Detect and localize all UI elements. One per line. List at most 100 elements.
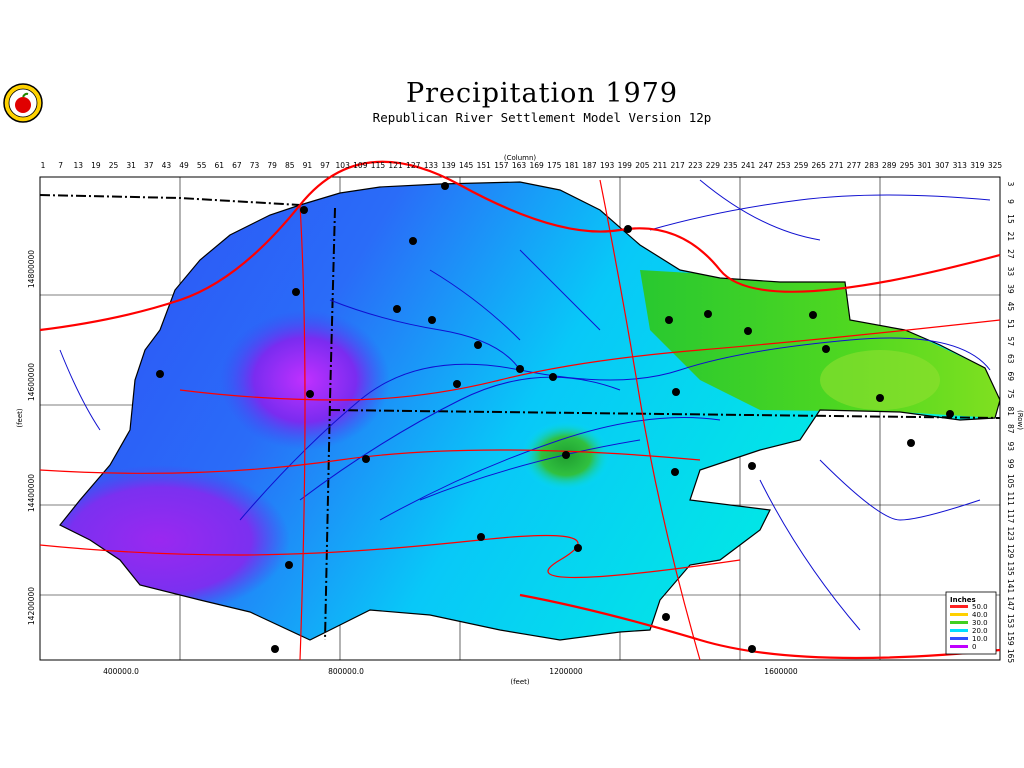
- y-tick-label: 14600000: [27, 363, 36, 401]
- column-tick-label: 205: [635, 161, 650, 170]
- row-tick-label: 33: [1006, 267, 1015, 277]
- row-tick-label: 39: [1006, 284, 1015, 294]
- row-tick-label: 141: [1006, 579, 1015, 594]
- map-subtitle: Republican River Settlement Model Versio…: [372, 110, 712, 125]
- column-tick-label: 283: [864, 161, 879, 170]
- column-tick-label: 61: [215, 161, 225, 170]
- row-tick-label: 165: [1006, 649, 1015, 664]
- map-title: Precipitation 1979: [405, 78, 679, 109]
- legend-label: 40.0: [972, 611, 988, 619]
- row-tick-label: 129: [1006, 544, 1015, 559]
- row-tick-label: 63: [1006, 354, 1015, 364]
- column-tick-label: 307: [935, 161, 950, 170]
- x-tick-label: 1600000: [764, 667, 798, 676]
- row-tick-label: 51: [1006, 319, 1015, 329]
- row-tick-label: 21: [1006, 232, 1015, 242]
- row-ticks: 3915212733394551576369758187939910511111…: [1006, 182, 1015, 664]
- y-tick-label: 14400000: [27, 474, 36, 512]
- column-tick-label: 313: [953, 161, 968, 170]
- column-tick-label: 325: [988, 161, 1003, 170]
- column-tick-label: 277: [847, 161, 862, 170]
- y-tick-label: 14800000: [27, 250, 36, 288]
- apple-logo-icon: [3, 83, 43, 123]
- legend-swatch: [950, 613, 968, 616]
- column-tick-label: 301: [917, 161, 932, 170]
- row-tick-label: 57: [1006, 337, 1015, 347]
- column-tick-label: 85: [285, 161, 295, 170]
- state-boundaries: [39, 194, 1001, 641]
- column-tick-label: 157: [494, 161, 509, 170]
- column-tick-label: 175: [547, 161, 562, 170]
- column-tick-label: 217: [671, 161, 686, 170]
- column-tick-label: 127: [406, 161, 421, 170]
- legend-label: 30.0: [972, 619, 988, 627]
- column-tick-label: 259: [794, 161, 809, 170]
- column-tick-label: 193: [600, 161, 615, 170]
- legend-swatch: [950, 621, 968, 624]
- column-ticks: 1 7 13 19 25 31 37 43 49 55 61 67 73 79 85 91 97 103 109 11…: [41, 161, 1003, 170]
- column-tick-label: 97: [320, 161, 330, 170]
- column-tick-label: 289: [882, 161, 897, 170]
- column-tick-label: 145: [459, 161, 474, 170]
- row-tick-label: 123: [1006, 526, 1015, 541]
- row-tick-label: 153: [1006, 614, 1015, 629]
- column-tick-label: 91: [303, 161, 313, 170]
- column-tick-label: 19: [91, 161, 101, 170]
- column-tick-label: 25: [109, 161, 119, 170]
- row-tick-label: 159: [1006, 631, 1015, 646]
- row-tick-label: 45: [1006, 302, 1015, 312]
- column-tick-label: 271: [829, 161, 844, 170]
- column-tick-label: 151: [477, 161, 492, 170]
- row-tick-label: 3: [1006, 182, 1015, 187]
- column-tick-label: 139: [441, 161, 456, 170]
- column-axis-label: (Column): [504, 154, 537, 162]
- column-tick-label: 247: [759, 161, 774, 170]
- column-tick-label: 31: [126, 161, 136, 170]
- column-tick-label: 7: [58, 161, 63, 170]
- column-tick-label: 223: [688, 161, 703, 170]
- row-tick-label: 111: [1006, 492, 1015, 507]
- column-tick-label: 163: [512, 161, 527, 170]
- x-ticks: 400000.0 800000.0 1200000 1600000: [103, 667, 798, 676]
- column-tick-label: 187: [582, 161, 597, 170]
- x-axis-label: (feet): [510, 678, 530, 686]
- legend-swatch: [950, 645, 968, 648]
- y-ticks: 14800000 14600000 14400000 14200000: [27, 250, 36, 625]
- legend-label: 10.0: [972, 635, 988, 643]
- row-tick-label: 69: [1006, 372, 1015, 382]
- rivers: [59, 179, 991, 631]
- column-tick-label: 13: [73, 161, 83, 170]
- legend-swatch: [950, 629, 968, 632]
- row-tick-label: 105: [1006, 474, 1015, 489]
- column-tick-label: 295: [900, 161, 915, 170]
- legend-swatch: [950, 605, 968, 608]
- x-tick-label: 800000.0: [328, 667, 364, 676]
- y-tick-label: 14200000: [27, 587, 36, 625]
- row-tick-label: 15: [1006, 214, 1015, 224]
- row-tick-label: 135: [1006, 561, 1015, 576]
- x-tick-label: 1200000: [549, 667, 583, 676]
- row-tick-label: 93: [1006, 441, 1015, 451]
- row-tick-label: 9: [1006, 199, 1015, 204]
- column-tick-label: 73: [250, 161, 260, 170]
- column-tick-label: 241: [741, 161, 756, 170]
- legend-label: 0: [972, 643, 976, 651]
- column-tick-label: 235: [723, 161, 738, 170]
- legend-title: Inches: [950, 596, 976, 604]
- row-tick-label: 87: [1006, 424, 1015, 434]
- column-tick-label: 229: [706, 161, 721, 170]
- column-tick-label: 265: [812, 161, 827, 170]
- column-tick-label: 55: [197, 161, 207, 170]
- legend-label: 20.0: [972, 627, 988, 635]
- station-markers: [156, 182, 954, 653]
- column-tick-label: 37: [144, 161, 154, 170]
- row-axis-label: (Row): [1016, 410, 1024, 430]
- column-tick-label: 67: [232, 161, 242, 170]
- column-tick-label: 115: [371, 161, 386, 170]
- column-tick-label: 133: [424, 161, 439, 170]
- column-tick-label: 1: [41, 161, 46, 170]
- legend: Inches 50.040.030.020.010.00: [945, 591, 997, 655]
- row-tick-label: 27: [1006, 249, 1015, 259]
- row-tick-label: 147: [1006, 596, 1015, 611]
